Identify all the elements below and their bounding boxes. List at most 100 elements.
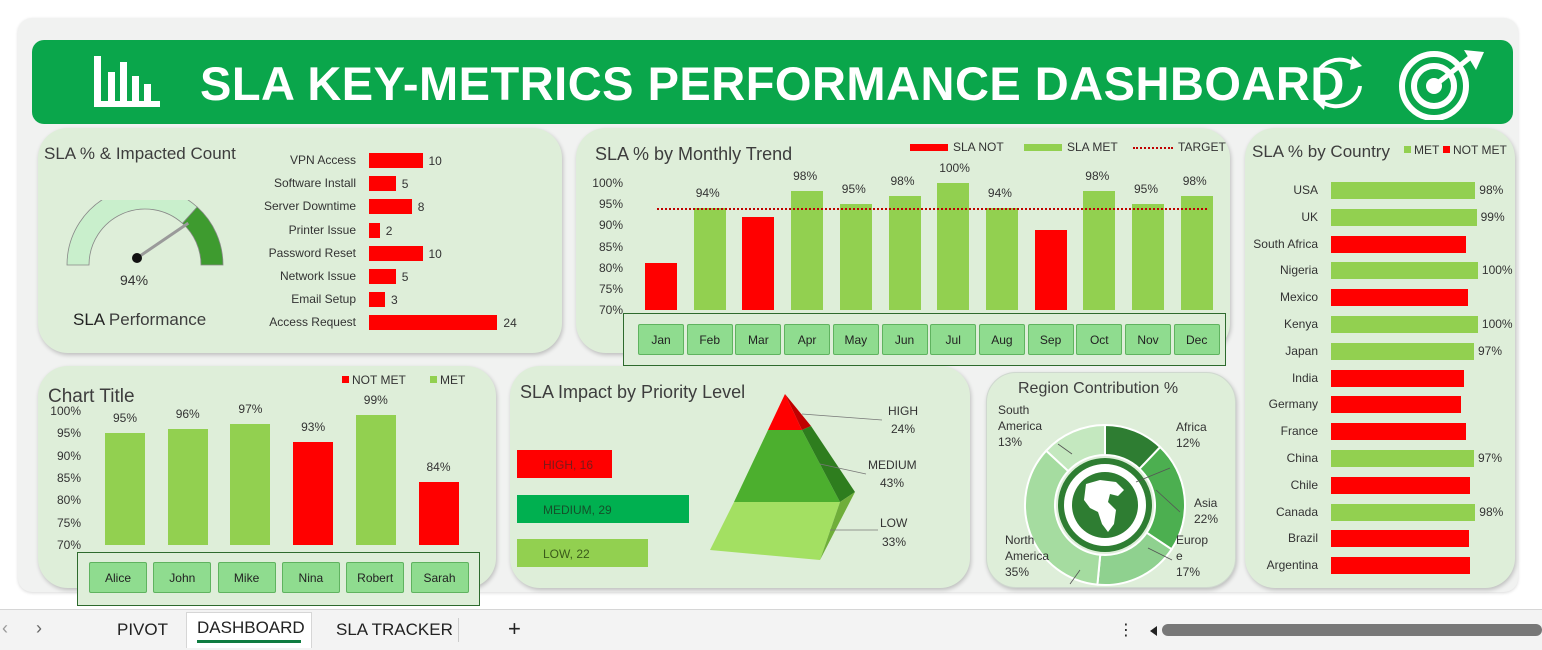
people-legend-met-swatch xyxy=(430,376,437,383)
gauge-needle-pivot xyxy=(132,253,142,263)
country-label-kenya: Kenya xyxy=(1283,317,1318,331)
country-label-south-africa: South Africa xyxy=(1253,236,1318,251)
country-legend-not: NOT MET xyxy=(1453,143,1507,157)
pyramid-low-side xyxy=(820,492,855,560)
monthly-target-line xyxy=(657,208,1207,211)
monthly-bar-nov xyxy=(1132,204,1164,310)
monthly-axis-jul: Jul xyxy=(930,324,977,355)
sheet-tab-pivot[interactable]: PIVOT xyxy=(117,620,169,639)
priority-bar-high xyxy=(517,450,612,478)
scroll-tabs-left-icon[interactable]: ‹ xyxy=(2,618,8,638)
country-bar-china xyxy=(1331,450,1474,467)
dashboard-title: SLA KEY-METRICS PERFORMANCE DASHBOARD xyxy=(200,57,1345,110)
gauge-track xyxy=(66,200,198,266)
people-axis-alice: Alice xyxy=(89,562,147,593)
refresh-icon xyxy=(1314,56,1362,110)
issue-bar-server-downtime xyxy=(369,199,412,215)
people-legend-not: NOT MET xyxy=(352,373,406,387)
people-axis-nina: Nina xyxy=(281,562,340,593)
people-ytick-100-: 100% xyxy=(50,404,81,418)
country-value-china: 97% xyxy=(1478,451,1503,465)
more-options-icon[interactable]: ⋮ xyxy=(1118,622,1134,639)
country-value-kenya: 100% xyxy=(1481,317,1513,331)
country-value-nigeria: 100% xyxy=(1481,263,1513,278)
monthly-value-apr: 98% xyxy=(793,169,818,184)
monthly-axis-feb: Feb xyxy=(686,324,733,355)
region-donut xyxy=(1024,423,1186,586)
scroll-left-arrow-icon[interactable] xyxy=(1150,626,1157,636)
issue-label-software-install: Software Install xyxy=(273,176,356,191)
pyramid-low-front xyxy=(710,502,840,560)
people-bar-john xyxy=(167,428,208,545)
issue-label-email-setup: Email Setup xyxy=(291,292,356,307)
issue-bar-software-install xyxy=(369,176,396,192)
monthly-axis-oct: Oct xyxy=(1076,324,1123,355)
target-icon xyxy=(1399,50,1484,120)
monthly-bar-mar xyxy=(742,216,775,310)
country-label-china: China xyxy=(1286,451,1318,465)
monthly-axis-may: May xyxy=(832,324,879,355)
people-bar-sarah xyxy=(418,482,459,545)
country-label-nigeria: Nigeria xyxy=(1279,263,1318,278)
people-bar-alice xyxy=(105,433,145,545)
bar-chart-icon xyxy=(94,56,160,107)
region-label-africa-1: 12% xyxy=(1176,436,1201,450)
issue-bar-network-issue xyxy=(369,269,396,284)
region-slice-north-america xyxy=(1024,449,1102,586)
people-ytick-85-: 85% xyxy=(56,471,81,485)
legend-target: TARGET xyxy=(1178,140,1226,154)
legend-target-line xyxy=(1133,147,1173,149)
issue-value-password-reset: 10 xyxy=(428,246,442,261)
country-label-canada: Canada xyxy=(1275,504,1318,519)
pyramid-high-front xyxy=(768,394,802,430)
priority-bar-high-label: HIGH, 16 xyxy=(543,458,594,472)
people-axis-mike: Mike xyxy=(217,562,276,593)
country-title: SLA % by Country xyxy=(1252,142,1390,161)
issue-value-server-downtime: 8 xyxy=(417,200,425,215)
gauge-needle xyxy=(136,221,190,260)
priority-bar-low-label: LOW, 22 xyxy=(543,547,590,561)
pyramid-medium-name: MEDIUM xyxy=(868,458,917,472)
monthly-ytick-70-: 70% xyxy=(598,303,623,317)
gauge-card-title: SLA % & Impacted Count xyxy=(44,144,236,163)
add-sheet-button[interactable]: + xyxy=(508,616,521,641)
gauge-caption-bold: SLA xyxy=(73,310,105,329)
scroll-tabs-right-icon[interactable]: › xyxy=(36,618,42,638)
region-label-north-america-1: America xyxy=(1005,549,1050,563)
country-bar-nigeria xyxy=(1331,262,1478,280)
monthly-ytick-80-: 80% xyxy=(598,260,623,275)
country-label-mexico: Mexico xyxy=(1279,290,1318,305)
sheet-tab-sla-tracker[interactable]: SLA TRACKER xyxy=(336,620,453,639)
region-leader-asia xyxy=(1155,489,1181,513)
sheet-tab-dashboard[interactable]: DASHBOARD xyxy=(197,618,305,637)
active-tab-underline xyxy=(197,640,301,643)
priority-bar-medium xyxy=(517,495,689,523)
monthly-value-may: 95% xyxy=(841,182,866,197)
monthly-bar-jul xyxy=(937,183,970,310)
region-label-asia-1: 22% xyxy=(1194,512,1219,526)
priority-title: SLA Impact by Priority Level xyxy=(520,382,746,402)
monthly-axis-jun: Jun xyxy=(881,324,928,355)
people-axis-robert: Robert xyxy=(346,562,405,593)
monthly-ytick-95-: 95% xyxy=(598,197,623,212)
pyramid-high-side xyxy=(785,394,811,430)
country-value-uk: 99% xyxy=(1480,209,1505,224)
region-label-north-america-0: North xyxy=(1005,533,1035,547)
country-label-india: India xyxy=(1291,370,1318,385)
horizontal-scrollbar[interactable] xyxy=(1162,624,1542,636)
country-legend-not-swatch xyxy=(1443,146,1450,153)
country-bar-south-africa xyxy=(1331,235,1467,253)
gauge-fill xyxy=(181,206,224,266)
issue-value-vpn-access: 10 xyxy=(428,154,442,168)
pyramid-low-pct: 33% xyxy=(882,535,907,549)
monthly-ytick-90-: 90% xyxy=(598,218,623,233)
country-bar-uk xyxy=(1331,208,1477,226)
people-value-john: 96% xyxy=(175,406,200,421)
monthly-value-jun: 98% xyxy=(890,173,915,188)
country-bar-japan xyxy=(1331,342,1474,360)
issue-label-server-downtime: Server Downtime xyxy=(263,199,356,214)
monthly-bar-oct xyxy=(1083,191,1116,310)
monthly-axis-sep: Sep xyxy=(1027,324,1074,355)
monthly-bar-apr xyxy=(791,191,824,310)
